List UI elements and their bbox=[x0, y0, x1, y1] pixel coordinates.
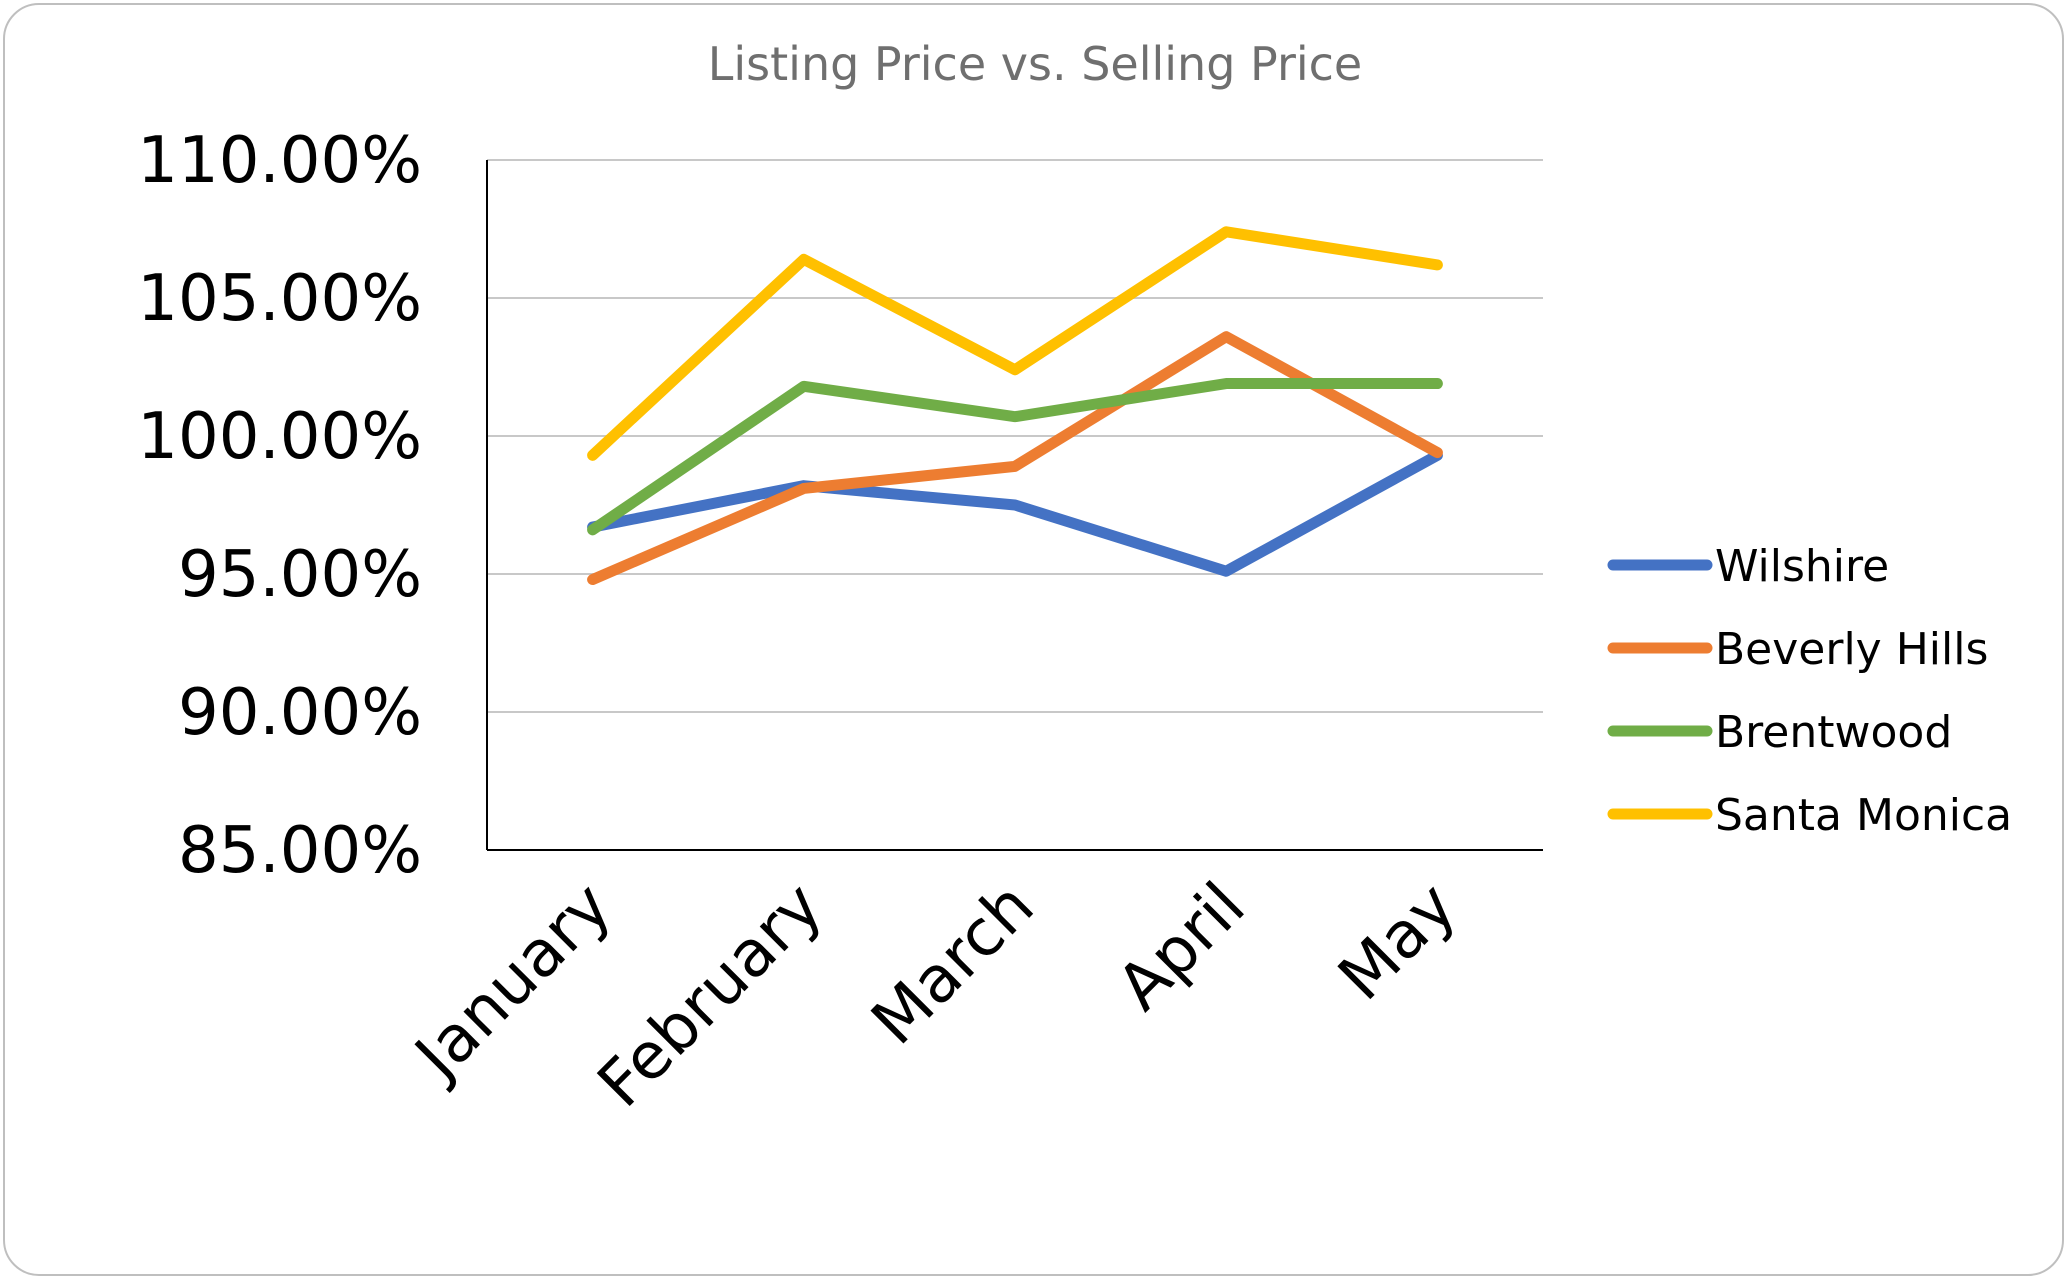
y-tick-label: 95.00% bbox=[178, 538, 422, 612]
data-point bbox=[1014, 416, 1016, 418]
data-point bbox=[1225, 570, 1227, 572]
data-point bbox=[1436, 452, 1438, 454]
legend: Wilshire Beverly Hills Brentwood Santa Moni… bbox=[1607, 541, 2012, 841]
data-point bbox=[1225, 231, 1227, 233]
y-tick-label: 85.00% bbox=[178, 814, 422, 888]
y-tick-label: 110.00% bbox=[137, 124, 422, 198]
x-tick-label: February bbox=[584, 869, 837, 1122]
data-point bbox=[803, 385, 805, 387]
series-lines bbox=[587, 226, 1443, 586]
legend-label: Brentwood bbox=[1715, 707, 1952, 758]
chart-title: Listing Price vs. Selling Price bbox=[708, 37, 1362, 91]
axes bbox=[486, 160, 1543, 851]
series-line-wilshire bbox=[587, 449, 1443, 577]
data-point bbox=[592, 579, 594, 581]
data-point bbox=[592, 454, 594, 456]
data-point bbox=[1436, 264, 1438, 266]
data-point bbox=[803, 487, 805, 489]
data-point bbox=[1014, 504, 1016, 506]
y-tick-label: 90.00% bbox=[178, 676, 422, 750]
y-tick-label: 105.00% bbox=[137, 262, 422, 336]
data-point bbox=[1436, 383, 1438, 385]
data-point bbox=[1225, 336, 1227, 338]
x-tick-label: April bbox=[1104, 869, 1260, 1025]
legend-label: Wilshire bbox=[1715, 541, 1889, 592]
y-tick-label: 100.00% bbox=[137, 400, 422, 474]
x-tick-label: March bbox=[858, 869, 1048, 1059]
legend-label: Beverly Hills bbox=[1715, 624, 1988, 675]
data-point bbox=[592, 529, 594, 531]
data-point bbox=[1225, 383, 1227, 385]
data-point bbox=[1014, 369, 1016, 371]
gridlines bbox=[487, 159, 1543, 713]
x-tick-label: May bbox=[1325, 869, 1471, 1015]
legend-label: Santa Monica bbox=[1715, 790, 2012, 841]
data-point bbox=[803, 258, 805, 260]
y-tick-labels: 85.00% 90.00% 95.00% 100.00% 105.00% 110.00% bbox=[137, 124, 422, 888]
chart-frame bbox=[3, 3, 2064, 1276]
data-point bbox=[1014, 465, 1016, 467]
